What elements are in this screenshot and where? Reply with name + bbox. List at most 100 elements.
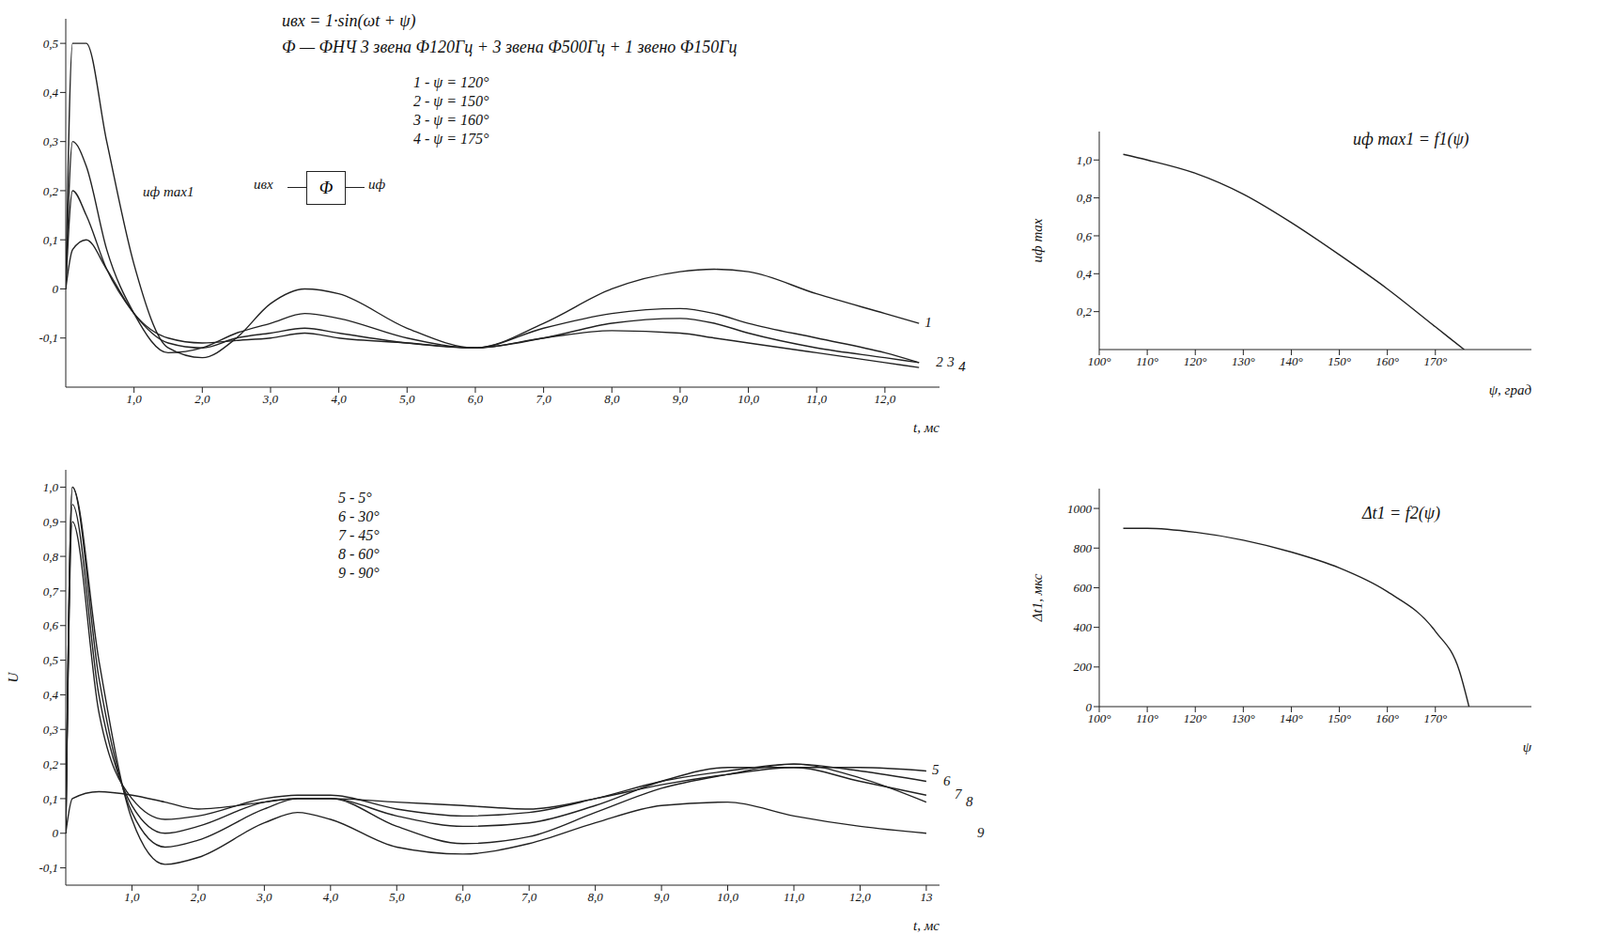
svg-text:6: 6 xyxy=(943,773,951,789)
svg-text:0,3: 0,3 xyxy=(43,722,60,737)
svg-text:0,8: 0,8 xyxy=(43,549,60,564)
svg-text:6,0: 6,0 xyxy=(467,391,484,406)
svg-text:130°: 130° xyxy=(1231,711,1256,726)
html-text:Ф — ФНЧ 3 звена Ф120Гц + 3 зве: Ф — ФНЧ 3 звена Ф120Гц + 3 звена Ф500Гц … xyxy=(281,37,738,57)
svg-text:0,8: 0,8 xyxy=(1076,190,1093,205)
svg-text:0,6: 0,6 xyxy=(43,618,60,633)
html-text:2 - ψ = 150°: 2 - ψ = 150° xyxy=(413,93,490,109)
svg-text:8,0: 8,0 xyxy=(604,391,621,406)
svg-text:10,0: 10,0 xyxy=(716,889,739,904)
svg-text:12,0: 12,0 xyxy=(874,391,897,406)
html-text:1 - ψ = 120°: 1 - ψ = 120° xyxy=(413,74,490,91)
html-text:6 - 30°: 6 - 30° xyxy=(338,508,380,525)
svg-text:0,5: 0,5 xyxy=(43,652,60,668)
svg-text:7: 7 xyxy=(954,786,964,802)
svg-text:0: 0 xyxy=(52,281,60,296)
html-text:4 - ψ = 175°: 4 - ψ = 175° xyxy=(413,130,490,147)
svg-text:uф max: uф max xyxy=(1029,217,1045,263)
svg-text:U: U xyxy=(5,670,21,683)
svg-text:110°: 110° xyxy=(1135,711,1159,726)
svg-text:0: 0 xyxy=(52,825,60,840)
svg-text:120°: 120° xyxy=(1183,711,1208,726)
svg-text:4,0: 4,0 xyxy=(323,889,340,904)
svg-text:120°: 120° xyxy=(1183,354,1208,369)
svg-text:130°: 130° xyxy=(1231,354,1256,369)
svg-text:1,0: 1,0 xyxy=(1076,153,1093,168)
svg-text:0,1: 0,1 xyxy=(43,792,59,807)
svg-text:0,3: 0,3 xyxy=(43,134,60,149)
svg-text:2: 2 xyxy=(935,354,944,370)
html-text:Δt1 = f2(ψ): Δt1 = f2(ψ) xyxy=(1362,503,1441,523)
svg-text:9,0: 9,0 xyxy=(672,391,689,406)
svg-text:6,0: 6,0 xyxy=(455,889,472,904)
svg-text:5,0: 5,0 xyxy=(388,889,405,904)
svg-text:0: 0 xyxy=(1086,699,1093,715)
svg-text:1: 1 xyxy=(924,314,933,330)
svg-text:3,0: 3,0 xyxy=(262,391,280,406)
svg-text:200: 200 xyxy=(1073,659,1093,674)
svg-text:0,2: 0,2 xyxy=(43,184,60,199)
html-text:8 - 60°: 8 - 60° xyxy=(338,545,380,562)
html-text:7 - 45°: 7 - 45° xyxy=(338,527,380,544)
svg-text:0,1: 0,1 xyxy=(43,233,59,248)
svg-text:12,0: 12,0 xyxy=(849,889,871,904)
svg-text:600: 600 xyxy=(1073,580,1093,595)
svg-text:140°: 140° xyxy=(1279,354,1304,369)
svg-text:11,0: 11,0 xyxy=(806,391,827,406)
html-text:5 - 5°: 5 - 5° xyxy=(338,489,372,506)
svg-text:-0,1: -0,1 xyxy=(38,860,59,875)
svg-text:150°: 150° xyxy=(1327,354,1352,369)
svg-text:2,0: 2,0 xyxy=(190,889,207,904)
svg-text:-0,1: -0,1 xyxy=(38,330,59,345)
svg-text:160°: 160° xyxy=(1375,711,1399,726)
svg-text:170°: 170° xyxy=(1423,354,1447,369)
svg-text:11,0: 11,0 xyxy=(783,889,805,904)
svg-text:5,0: 5,0 xyxy=(399,391,416,406)
svg-text:10,0: 10,0 xyxy=(737,391,760,406)
svg-text:0,6: 0,6 xyxy=(1076,229,1093,244)
svg-text:8: 8 xyxy=(965,793,974,809)
html-text:9 - 90°: 9 - 90° xyxy=(338,564,380,581)
svg-text:170°: 170° xyxy=(1423,711,1447,726)
svg-text:0,4: 0,4 xyxy=(43,85,60,100)
svg-text:800: 800 xyxy=(1073,541,1093,556)
svg-text:5: 5 xyxy=(932,761,940,777)
svg-text:3,0: 3,0 xyxy=(255,889,273,904)
svg-text:13: 13 xyxy=(919,889,933,904)
svg-text:9,0: 9,0 xyxy=(653,889,670,904)
svg-text:4,0: 4,0 xyxy=(331,391,348,406)
svg-text:100°: 100° xyxy=(1087,354,1112,369)
svg-text:1,0: 1,0 xyxy=(126,391,143,406)
svg-text:ψ, град: ψ, град xyxy=(1489,382,1533,398)
svg-text:1,0: 1,0 xyxy=(43,480,60,495)
svg-text:1,0: 1,0 xyxy=(124,889,140,904)
svg-text:0,5: 0,5 xyxy=(43,36,60,51)
svg-text:0,9: 0,9 xyxy=(43,514,60,529)
svg-text:140°: 140° xyxy=(1279,711,1304,726)
svg-text:Δt1, мкс: Δt1, мкс xyxy=(1029,573,1045,622)
svg-text:1000: 1000 xyxy=(1067,501,1093,516)
html-text:3 - ψ = 160°: 3 - ψ = 160° xyxy=(413,111,490,128)
svg-text:3: 3 xyxy=(946,354,955,370)
svg-text:7,0: 7,0 xyxy=(521,889,538,904)
svg-text:t, мс: t, мс xyxy=(913,917,940,933)
svg-text:8,0: 8,0 xyxy=(588,889,605,904)
svg-text:7,0: 7,0 xyxy=(535,391,552,406)
svg-text:0,7: 0,7 xyxy=(43,584,60,599)
svg-text:0,4: 0,4 xyxy=(43,687,60,702)
svg-text:160°: 160° xyxy=(1375,354,1399,369)
svg-text:t, мс: t, мс xyxy=(913,419,940,435)
html-text:uвх: uвх xyxy=(253,176,274,192)
html-text:uвх = 1·sin(ωt + ψ): uвх = 1·sin(ωt + ψ) xyxy=(281,11,416,31)
svg-text:0,4: 0,4 xyxy=(1076,266,1093,281)
svg-text:150°: 150° xyxy=(1327,711,1352,726)
svg-text:ψ: ψ xyxy=(1522,739,1533,755)
svg-text:400: 400 xyxy=(1073,620,1093,635)
svg-text:0,2: 0,2 xyxy=(1076,304,1093,319)
svg-text:9: 9 xyxy=(977,824,985,840)
svg-text:4: 4 xyxy=(958,358,966,374)
svg-text:110°: 110° xyxy=(1135,354,1159,369)
svg-text:0,2: 0,2 xyxy=(43,757,60,772)
html-text:uф max1 = f1(ψ): uф max1 = f1(ψ) xyxy=(1352,129,1470,149)
svg-text:2,0: 2,0 xyxy=(194,391,211,406)
